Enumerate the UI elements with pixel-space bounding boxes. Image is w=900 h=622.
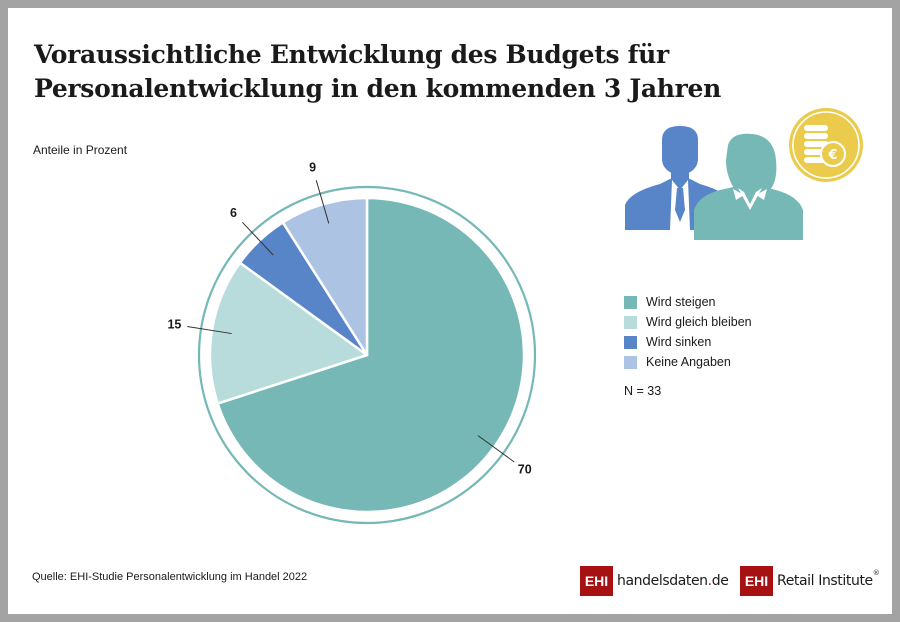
- euro-coins-icon: €: [789, 108, 863, 182]
- logo-text: handelsdaten.de: [617, 573, 729, 589]
- logo-text: Retail Institute®: [777, 569, 880, 589]
- legend-label: Keine Angaben: [646, 355, 731, 369]
- legend-swatch: [624, 295, 637, 309]
- legend-label: Wird sinken: [646, 335, 712, 349]
- chart-title-line2: Personalentwicklung in den kommenden 3 J…: [34, 74, 722, 103]
- legend-item-sinken: Wird sinken: [624, 332, 752, 352]
- legend-item-gleich-bleiben: Wird gleich bleiben: [624, 312, 752, 332]
- data-label: 9: [309, 161, 316, 175]
- euro-symbol: €: [827, 148, 837, 163]
- source-note: Quelle: EHI-Studie Personalentwicklung i…: [32, 571, 308, 583]
- legend-swatch: [624, 315, 637, 329]
- ehi-logo-box: EHI: [740, 566, 773, 596]
- chart-title: Voraussichtliche Entwicklung des Budgets…: [34, 38, 721, 106]
- pie-slices: [197, 185, 537, 525]
- ehi-logo-box: EHI: [580, 566, 613, 596]
- legend-swatch: [624, 335, 637, 349]
- logo-handelsdaten[interactable]: EHI handelsdaten.de: [580, 566, 729, 596]
- logo-retail-institute[interactable]: EHI Retail Institute®: [740, 566, 880, 596]
- chart-subtitle: Anteile in Prozent: [33, 143, 128, 157]
- pie-outer-ring: [197, 185, 537, 525]
- data-label: 15: [167, 317, 181, 331]
- sample-size: N = 33: [624, 384, 662, 398]
- data-label: 6: [230, 206, 237, 220]
- legend-label: Wird steigen: [646, 295, 716, 309]
- legend-item-steigen: Wird steigen: [624, 292, 752, 312]
- leader-line: [187, 326, 232, 335]
- pie-labels: 70 15 6 9: [167, 161, 531, 477]
- data-label: 70: [518, 463, 532, 477]
- leader-line: [477, 435, 515, 463]
- legend-swatch: [624, 355, 637, 369]
- chart-title-line1: Voraussichtliche Entwicklung des Budgets…: [34, 40, 669, 69]
- leader-line: [315, 180, 330, 224]
- legend-label: Wird gleich bleiben: [646, 315, 752, 329]
- businesswoman-icon: [694, 133, 803, 240]
- legend-item-keine-angaben: Keine Angaben: [624, 352, 752, 372]
- leader-line: [242, 221, 274, 256]
- chart-legend: Wird steigen Wird gleich bleiben Wird si…: [624, 292, 752, 372]
